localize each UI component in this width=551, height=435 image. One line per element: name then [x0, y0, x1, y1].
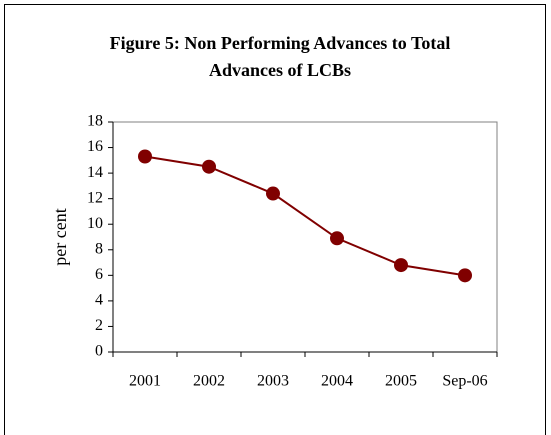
y-tick-label: 8	[95, 240, 103, 257]
data-point	[202, 159, 216, 174]
x-tick-label: 2005	[385, 373, 417, 390]
data-line	[144, 155, 466, 277]
chart-title: Figure 5: Non Performing Advances to Tot…	[110, 33, 451, 53]
y-tick-label: 12	[87, 189, 103, 206]
chart-title: Advances of LCBs	[209, 60, 351, 80]
x-tick-label: 2002	[193, 373, 225, 390]
chart-frame	[4, 4, 546, 435]
y-tick-label: 2	[95, 317, 103, 334]
x-tick-label: 2004	[321, 373, 353, 390]
data-point	[138, 149, 152, 164]
y-tick-label: 14	[87, 164, 103, 181]
data-point	[266, 186, 280, 201]
y-tick-label: 0	[95, 343, 103, 360]
y-tick-label: 4	[95, 292, 103, 309]
x-tick-label: Sep-06	[442, 373, 487, 390]
y-tick-label: 6	[95, 266, 103, 283]
x-tick-label: 2003	[257, 373, 289, 390]
x-tick-label: 2001	[129, 373, 161, 390]
data-point	[458, 268, 472, 283]
y-tick-label: 16	[87, 138, 103, 155]
data-point	[394, 258, 408, 273]
data-point	[330, 231, 344, 246]
y-axis-label: per cent	[50, 208, 70, 265]
y-tick-label: 18	[87, 113, 103, 130]
y-tick-label: 10	[87, 215, 103, 232]
